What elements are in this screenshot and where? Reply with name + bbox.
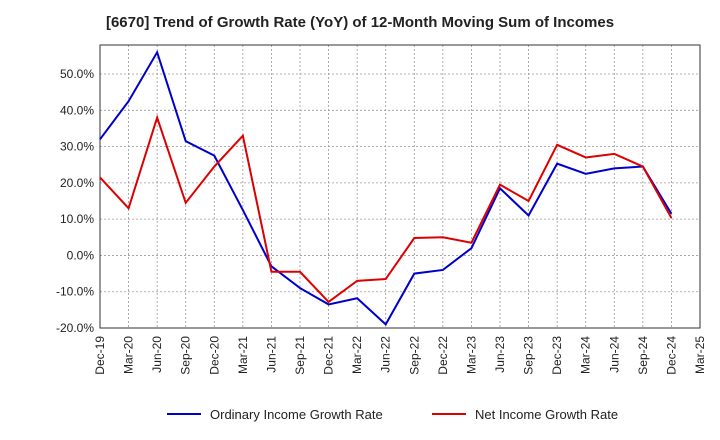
x-tick-label: Sep-23 [522, 336, 536, 375]
y-tick-label: 50.0% [60, 67, 94, 81]
y-tick-label: 40.0% [60, 103, 94, 117]
x-tick-label: Sep-22 [407, 336, 421, 375]
legend-label: Ordinary Income Growth Rate [210, 407, 383, 422]
plot-border [99, 44, 701, 329]
y-tick-label: 20.0% [60, 176, 94, 190]
x-tick-label: Jun-20 [150, 336, 164, 373]
x-tick-label: Jun-24 [607, 336, 621, 373]
series-line-net-income [99, 114, 673, 304]
axis-layer: -20.0% -10.0% 0.0% 10.0% 20.0% 30.0% 40.0% 50.0… [56, 44, 707, 375]
grid-layer [99, 45, 701, 329]
y-tick-label: 30.0% [60, 140, 94, 154]
series-line-ordinary-income [99, 49, 673, 326]
x-tick-label: Mar-22 [350, 336, 364, 374]
x-tick-label: Dec-22 [436, 336, 450, 375]
plot-area [100, 45, 700, 328]
x-tick-label: Mar-25 [693, 336, 707, 374]
x-tick-label: Mar-21 [236, 336, 250, 374]
x-tick-label: Jun-21 [264, 336, 278, 373]
y-tick-label: 0.0% [67, 248, 95, 262]
y-tick-label: -20.0% [56, 321, 94, 335]
legend-layer: Ordinary Income Growth Rate Net Income Gr… [167, 407, 618, 422]
x-tick-label: Sep-21 [293, 336, 307, 375]
x-tick-label: Mar-20 [122, 336, 136, 374]
y-tick-label: 10.0% [60, 212, 94, 226]
legend-label: Net Income Growth Rate [475, 407, 618, 422]
x-tick-label: Sep-24 [636, 336, 650, 375]
x-tick-label: Mar-23 [464, 336, 478, 374]
chart-title: [6670] Trend of Growth Rate (YoY) of 12-… [105, 14, 615, 31]
x-tick-label: Dec-24 [664, 336, 678, 375]
x-tick-label: Dec-19 [93, 336, 107, 375]
x-tick-label: Jun-22 [379, 336, 393, 373]
y-tick-label: -10.0% [56, 285, 94, 299]
x-tick-label: Dec-21 [322, 336, 336, 375]
series-layer [99, 49, 673, 326]
x-tick-label: Sep-20 [179, 336, 193, 375]
x-tick-label: Dec-20 [207, 336, 221, 375]
x-tick-label: Dec-23 [550, 336, 564, 375]
x-tick-label: Jun-23 [493, 336, 507, 373]
x-tick-label: Mar-24 [579, 336, 593, 374]
